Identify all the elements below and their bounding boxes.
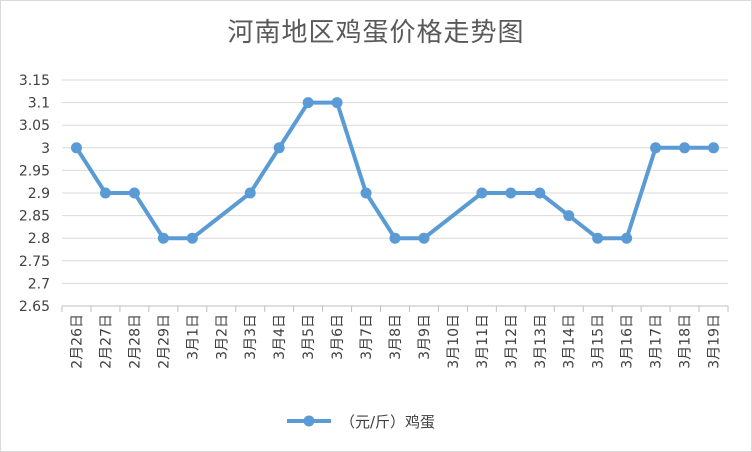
data-point [592, 232, 604, 244]
x-tick-label: 3月1日 [185, 314, 201, 360]
legend-label: （元/斤）鸡蛋 [340, 413, 435, 431]
data-point [273, 142, 285, 154]
data-point [389, 232, 401, 244]
x-tick-label: 3月12日 [504, 314, 520, 369]
x-tick-label: 3月13日 [533, 314, 549, 369]
data-point [650, 142, 662, 154]
data-point [505, 187, 517, 199]
x-tick-label: 3月15日 [591, 314, 607, 369]
x-axis-ticks: 2月26日 2月27日 2月28日 2月29日 3月1日 3月2日 3月3日 3月4日 3月5日… [69, 314, 722, 369]
x-tick-label: 3月16日 [620, 314, 636, 369]
y-tick-label: 2.7 [28, 276, 50, 292]
data-point [186, 232, 198, 244]
series-layer [70, 97, 720, 244]
data-point [128, 187, 140, 199]
y-tick-label: 2.8 [28, 231, 50, 247]
data-point [331, 97, 343, 109]
y-tick-label: 3.05 [19, 118, 50, 134]
x-tick-label: 3月10日 [446, 314, 462, 369]
y-tick-label: 2.85 [19, 209, 50, 225]
data-point [708, 142, 720, 154]
x-tick-label: 2月28日 [127, 314, 143, 369]
data-point [621, 232, 633, 244]
y-tick-label: 2.95 [19, 163, 50, 179]
y-tick-label: 2.65 [19, 299, 50, 315]
data-point [244, 187, 256, 199]
x-tick-label: 3月19日 [707, 314, 723, 369]
x-tick-label: 3月18日 [678, 314, 694, 369]
x-tick-label: 2月26日 [69, 314, 85, 369]
x-tick-label: 3月3日 [243, 314, 259, 360]
data-point [679, 142, 691, 154]
x-tick-label: 3月7日 [359, 314, 375, 360]
data-point [476, 187, 488, 199]
data-point [302, 97, 314, 109]
x-tick-label: 3月9日 [417, 314, 433, 360]
data-point [563, 210, 575, 222]
y-tick-label: 3.15 [19, 73, 50, 89]
y-tick-label: 3 [41, 141, 50, 157]
data-point [70, 142, 82, 154]
x-tick-label: 3月6日 [330, 314, 346, 360]
y-axis-ticks: 2.65 2.7 2.75 2.8 2.85 2.9 2.95 3 3.05 3.1 3.15 [19, 73, 50, 315]
x-tick-label: 2月27日 [98, 314, 114, 369]
x-tick-label: 3月17日 [649, 314, 665, 369]
x-tick-label: 3月8日 [388, 314, 404, 360]
data-point [360, 187, 372, 199]
data-point [99, 187, 111, 199]
x-tick-label: 3月4日 [272, 314, 288, 360]
data-point [157, 232, 169, 244]
y-tick-label: 2.9 [28, 186, 50, 202]
x-tick-label: 3月11日 [475, 314, 491, 369]
x-tick-label: 3月2日 [214, 314, 230, 360]
gridlines [62, 79, 728, 307]
x-axis [61, 305, 729, 312]
y-tick-label: 3.1 [28, 96, 50, 112]
legend-marker [303, 415, 315, 427]
y-tick-label: 2.75 [19, 254, 50, 270]
data-point [418, 232, 430, 244]
x-tick-label: 3月5日 [301, 314, 317, 360]
x-tick-label: 3月14日 [562, 314, 578, 369]
data-point [534, 187, 546, 199]
legend: （元/斤）鸡蛋 [287, 413, 435, 431]
chart-title: 河南地区鸡蛋价格走势图 [227, 18, 525, 48]
x-tick-label: 2月29日 [156, 314, 172, 369]
